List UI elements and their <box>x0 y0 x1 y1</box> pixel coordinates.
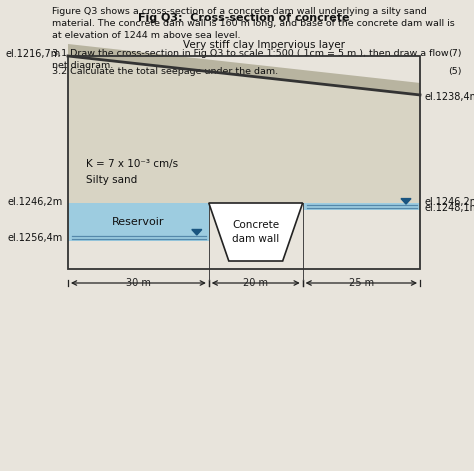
Text: Fig Q3:  Cross-section of concrete: Fig Q3: Cross-section of concrete <box>138 13 350 23</box>
Polygon shape <box>68 203 209 241</box>
Text: 20 m: 20 m <box>243 278 268 288</box>
Text: el.1248,1m: el.1248,1m <box>425 203 474 213</box>
Text: el.1238,4m: el.1238,4m <box>425 92 474 102</box>
Polygon shape <box>68 44 420 95</box>
Text: (5): (5) <box>448 67 462 76</box>
Text: 3.1 Draw the cross-section in Fig Q3 to scale 1:500 ( 1cm = 5 m ), then draw a f: 3.1 Draw the cross-section in Fig Q3 to … <box>52 49 448 70</box>
Bar <box>68 56 420 269</box>
Text: el.1216,7m: el.1216,7m <box>6 49 61 59</box>
Text: Figure Q3 shows a cross-section of a concrete dam wall underlying a silty sand
m: Figure Q3 shows a cross-section of a con… <box>52 7 455 40</box>
Polygon shape <box>401 199 411 204</box>
Text: el.1256,4m: el.1256,4m <box>8 233 63 243</box>
Polygon shape <box>68 56 420 203</box>
Text: 25 m: 25 m <box>349 278 374 288</box>
Polygon shape <box>303 203 420 210</box>
Text: el.1246,2m: el.1246,2m <box>425 197 474 207</box>
Text: Silty sand: Silty sand <box>86 175 137 185</box>
Text: K = 7 x 10⁻³ cm/s: K = 7 x 10⁻³ cm/s <box>86 159 178 169</box>
Text: Very stiff clay Impervious layer: Very stiff clay Impervious layer <box>183 41 345 50</box>
Text: 30 m: 30 m <box>126 278 151 288</box>
Text: el.1246,2m: el.1246,2m <box>8 197 63 207</box>
Polygon shape <box>209 203 303 261</box>
Text: (7): (7) <box>448 49 462 58</box>
Text: Reservoir: Reservoir <box>112 217 164 227</box>
Text: Concrete
dam wall: Concrete dam wall <box>232 220 279 244</box>
Text: 3.2 Calculate the total seepage under the dam.: 3.2 Calculate the total seepage under th… <box>52 67 278 76</box>
Polygon shape <box>192 229 202 235</box>
